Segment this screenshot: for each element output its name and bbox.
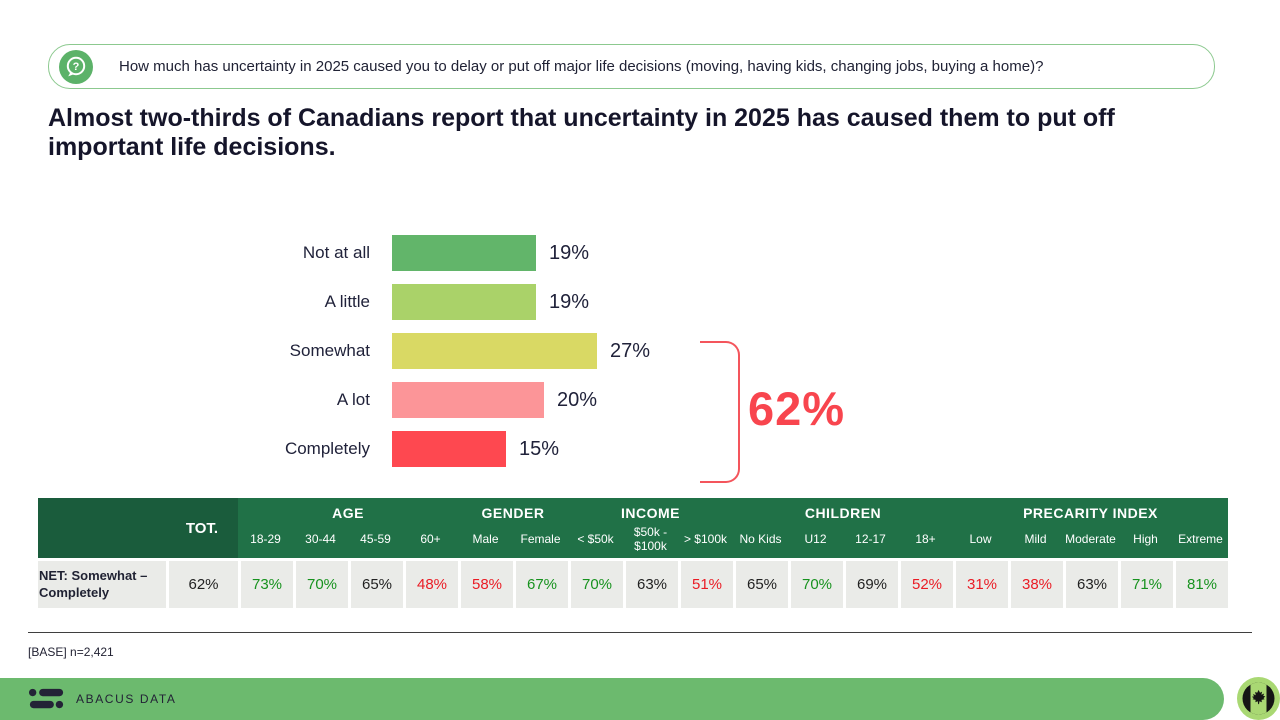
- bar-value-label: 27%: [610, 339, 651, 362]
- table-subheader: 12-17: [855, 532, 886, 547]
- footer-brand-bar: ABACUS DATA: [0, 678, 1224, 720]
- table-header-corner: TOT.: [38, 498, 238, 558]
- table-row: NET: Somewhat – Completely 62% 73% 70% 6…: [38, 561, 1228, 608]
- row-label: NET: Somewhat – Completely: [38, 561, 166, 608]
- table-cell: 71%: [1118, 561, 1173, 608]
- table-header-label-spacer: [38, 498, 166, 558]
- table-subheader: Mild: [1024, 532, 1047, 547]
- canada-maple-leaf-badge-icon: [1237, 677, 1280, 720]
- table-header: TOT. AGE 18-29 30-44 45-59 60+ GENDER Ma…: [38, 498, 1228, 558]
- table-subheader: 18-29: [250, 532, 281, 547]
- table-subheader: Moderate: [1065, 532, 1116, 547]
- table-subheader: No Kids: [739, 532, 782, 547]
- table-cell: 69%: [843, 561, 898, 608]
- table-group-gender: GENDER Male Female: [458, 498, 568, 558]
- table-cell: 58%: [458, 561, 513, 608]
- table-cell: 31%: [953, 561, 1008, 608]
- bar-value-label: 20%: [557, 388, 598, 411]
- net-value: 62%: [748, 382, 846, 435]
- table-group-precarity-index: PRECARITY INDEX Low Mild Moderate High E…: [953, 498, 1228, 558]
- abacus-logo-icon: [28, 688, 64, 709]
- question-text: How much has uncertainty in 2025 caused …: [119, 58, 1044, 75]
- table-cell: 81%: [1173, 561, 1228, 608]
- footer-divider: [28, 632, 1252, 633]
- table-group-children: CHILDREN No Kids U12 12-17 18+: [733, 498, 953, 558]
- table-group-income: INCOME < $50k $50k - $100k > $100k: [568, 498, 733, 558]
- bar: [392, 235, 536, 271]
- bar-category-label: A little: [324, 292, 370, 311]
- bar-value-label: 19%: [549, 241, 590, 264]
- table-subheader: 45-59: [360, 532, 391, 547]
- table-subheader: Female: [520, 532, 561, 547]
- svg-text:?: ?: [73, 61, 80, 73]
- question-box: ? How much has uncertainty in 2025 cause…: [48, 44, 1215, 89]
- bar: [392, 382, 544, 418]
- table-cell: 51%: [678, 561, 733, 608]
- table-cell: 38%: [1008, 561, 1063, 608]
- table-subheader: Low: [969, 532, 992, 547]
- table-group-age: AGE 18-29 30-44 45-59 60+: [238, 498, 458, 558]
- bar-value-label: 19%: [549, 290, 590, 313]
- table-cell: 70%: [568, 561, 623, 608]
- bar: [392, 431, 506, 467]
- bar-category-label: Not at all: [302, 243, 370, 262]
- bar-row: Not at all 19%: [0, 235, 1280, 271]
- table-cell: 63%: [1063, 561, 1118, 608]
- table-cell: 65%: [733, 561, 788, 608]
- table-cell: 70%: [788, 561, 843, 608]
- bar-value-label: 15%: [519, 437, 560, 460]
- table-subheader: > $100k: [683, 532, 728, 547]
- bar-category-label: A lot: [336, 390, 370, 409]
- bar-row: A lot 20%: [0, 382, 1280, 418]
- table-subheader: 30-44: [305, 532, 336, 547]
- headline: Almost two-thirds of Canadians report th…: [48, 104, 1115, 161]
- bar: [392, 284, 536, 320]
- table-cell: 70%: [293, 561, 348, 608]
- bar: [392, 333, 597, 369]
- question-bubble-icon: ?: [59, 49, 93, 84]
- table-cell: 73%: [238, 561, 293, 608]
- bar-category-label: Somewhat: [289, 341, 370, 360]
- crosstab-table: TOT. AGE 18-29 30-44 45-59 60+ GENDER Ma…: [38, 498, 1228, 608]
- table-cell-tot: 62%: [166, 561, 238, 608]
- net-bracket: [700, 341, 740, 483]
- table-subheader: < $50k: [577, 532, 614, 547]
- bar-chart: Not at all 19% A little 19% Somewhat 27%…: [0, 235, 1280, 480]
- table-header-tot: TOT.: [185, 519, 219, 537]
- bar-category-label: Completely: [284, 439, 370, 458]
- table-subheader: $50k - $100k: [633, 525, 668, 553]
- table-subheader: Male: [472, 532, 499, 547]
- table-subheader: Extreme: [1178, 532, 1223, 547]
- table-cell: 48%: [403, 561, 458, 608]
- table-cell: 67%: [513, 561, 568, 608]
- table-subheader: U12: [804, 532, 827, 547]
- table-subheader: High: [1133, 532, 1158, 547]
- bar-row: Completely 15%: [0, 431, 1280, 467]
- bar-row: A little 19%: [0, 284, 1280, 320]
- bar-row: Somewhat 27%: [0, 333, 1280, 369]
- table-subheader: 60+: [420, 532, 441, 547]
- table-cell: 63%: [623, 561, 678, 608]
- table-cell: 52%: [898, 561, 953, 608]
- brand-name: ABACUS DATA: [76, 692, 177, 706]
- table-cell: 65%: [348, 561, 403, 608]
- table-subheader: 18+: [915, 532, 936, 547]
- brand-lockup: ABACUS DATA: [28, 687, 177, 711]
- base-note: [BASE] n=2,421: [28, 645, 114, 659]
